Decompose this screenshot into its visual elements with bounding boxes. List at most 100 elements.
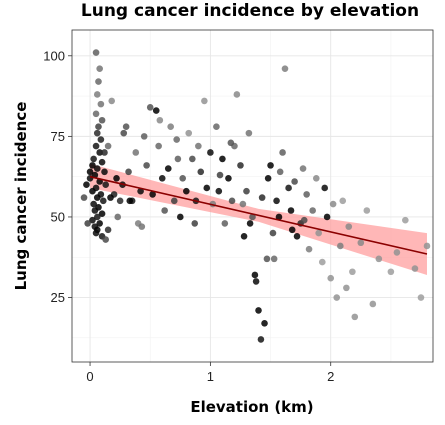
data-point bbox=[125, 168, 132, 176]
data-point bbox=[149, 191, 156, 198]
data-point bbox=[101, 149, 108, 156]
data-point bbox=[89, 162, 96, 169]
data-point bbox=[122, 123, 130, 130]
regression-line bbox=[89, 175, 428, 255]
data-point bbox=[273, 197, 280, 205]
data-point bbox=[91, 207, 99, 214]
data-point bbox=[140, 133, 148, 140]
data-point bbox=[146, 104, 154, 111]
data-point bbox=[219, 155, 226, 163]
data-point bbox=[173, 136, 180, 143]
data-point bbox=[417, 294, 425, 301]
data-point bbox=[321, 184, 329, 192]
data-point bbox=[203, 184, 211, 192]
data-point bbox=[93, 165, 101, 172]
data-point bbox=[97, 136, 105, 143]
data-point bbox=[237, 162, 244, 169]
data-point bbox=[351, 313, 359, 321]
data-point bbox=[90, 200, 97, 208]
data-point bbox=[89, 216, 96, 224]
data-point bbox=[137, 187, 144, 195]
data-point bbox=[309, 207, 316, 214]
y-axis-title: Lung cancer incidence bbox=[12, 102, 30, 291]
data-point bbox=[161, 207, 168, 214]
data-point bbox=[158, 174, 166, 182]
data-point bbox=[95, 78, 102, 85]
data-point bbox=[263, 255, 271, 263]
plot-border bbox=[71, 29, 434, 363]
data-point bbox=[177, 213, 184, 221]
data-point bbox=[104, 142, 112, 150]
data-point bbox=[345, 223, 353, 230]
data-point bbox=[215, 187, 223, 195]
y-tick-label: 100 bbox=[43, 48, 65, 63]
data-point bbox=[195, 142, 202, 150]
data-point bbox=[285, 184, 292, 192]
data-point bbox=[102, 236, 109, 243]
data-point bbox=[411, 265, 419, 272]
x-axis-ticks: 0 1 2 bbox=[86, 362, 334, 384]
data-point bbox=[312, 174, 320, 182]
data-point bbox=[402, 216, 409, 224]
data-point bbox=[261, 320, 268, 327]
data-point bbox=[97, 100, 105, 108]
data-point bbox=[357, 239, 365, 247]
chart-title: Lung cancer incidence by elevation bbox=[81, 1, 419, 21]
data-point bbox=[179, 174, 187, 182]
data-point bbox=[86, 174, 94, 182]
data-point bbox=[201, 97, 208, 105]
data-point bbox=[339, 197, 347, 205]
data-point bbox=[92, 229, 100, 237]
data-point bbox=[80, 194, 88, 201]
y-tick-label: 75 bbox=[51, 129, 65, 144]
data-point bbox=[98, 158, 106, 166]
data-point bbox=[393, 249, 401, 256]
data-point bbox=[240, 232, 248, 240]
data-point bbox=[329, 200, 337, 208]
data-point bbox=[207, 149, 214, 156]
data-point bbox=[228, 197, 236, 205]
data-point bbox=[170, 197, 178, 205]
data-point bbox=[189, 155, 196, 163]
data-point bbox=[213, 123, 220, 130]
data-point bbox=[246, 220, 254, 227]
data-point bbox=[120, 129, 128, 137]
points-layer bbox=[80, 49, 431, 343]
data-point bbox=[300, 216, 308, 224]
data-point bbox=[216, 171, 224, 179]
data-point bbox=[104, 226, 112, 234]
data-point bbox=[299, 165, 307, 172]
data-point bbox=[126, 197, 134, 205]
data-point bbox=[252, 278, 260, 285]
data-point bbox=[152, 107, 160, 114]
data-point bbox=[83, 181, 90, 189]
data-point bbox=[95, 123, 102, 130]
data-point bbox=[288, 226, 296, 234]
data-point bbox=[323, 213, 331, 221]
data-point bbox=[113, 174, 120, 182]
data-point bbox=[107, 194, 114, 201]
data-point bbox=[343, 284, 350, 292]
data-point bbox=[233, 91, 241, 98]
data-point bbox=[281, 65, 289, 72]
data-point bbox=[114, 213, 122, 221]
data-point bbox=[221, 220, 229, 227]
data-point bbox=[197, 168, 205, 176]
data-point bbox=[89, 187, 96, 195]
data-point bbox=[98, 210, 106, 218]
x-tick-label: 1 bbox=[207, 369, 214, 384]
data-point bbox=[369, 300, 377, 308]
data-point bbox=[267, 162, 274, 169]
data-point bbox=[93, 194, 101, 201]
data-point bbox=[92, 49, 100, 56]
data-point bbox=[275, 213, 283, 221]
data-point bbox=[249, 213, 256, 221]
data-point bbox=[191, 220, 199, 227]
data-point bbox=[387, 268, 395, 276]
regression-line-layer bbox=[89, 175, 428, 255]
grid-layer bbox=[72, 30, 433, 362]
data-point bbox=[174, 155, 182, 163]
data-point bbox=[305, 245, 313, 253]
data-point bbox=[264, 174, 272, 182]
